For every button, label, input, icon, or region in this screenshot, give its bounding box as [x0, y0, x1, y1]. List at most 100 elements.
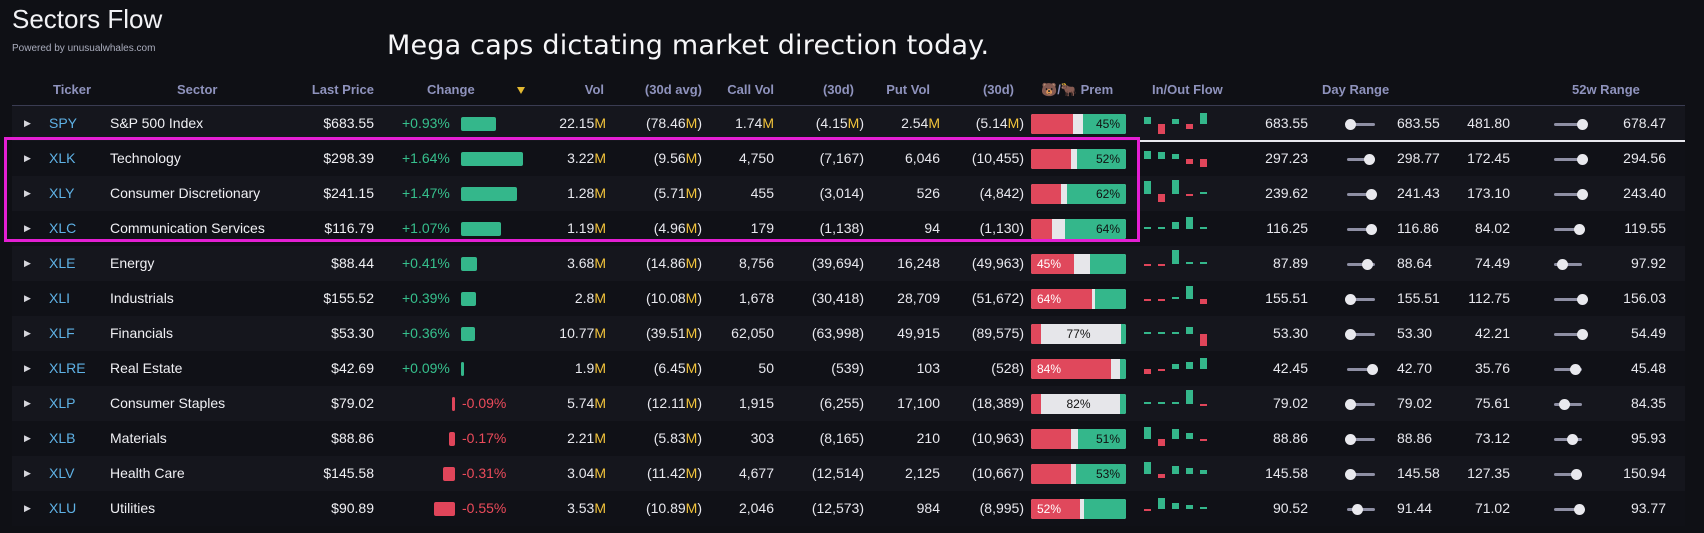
- expand-icon[interactable]: ▶: [24, 188, 31, 198]
- wk52-range-marker: [1574, 504, 1586, 515]
- expand-icon[interactable]: ▶: [24, 468, 31, 478]
- day-range-high: 88.86: [1397, 430, 1433, 446]
- expand-icon[interactable]: ▶: [24, 398, 31, 408]
- table-row[interactable]: ▶ SPY S&P 500 Index $683.55 +0.93% 22.15M (78.…: [12, 106, 1685, 141]
- header-call-vol[interactable]: Call Vol: [727, 82, 774, 97]
- table-row[interactable]: ▶ XLI Industrials $155.52 +0.39% 2.8M (10.08M)…: [12, 281, 1685, 316]
- wk52-range-high: 45.48: [1630, 360, 1666, 376]
- table-row[interactable]: ▶ XLV Health Care $145.58 -0.31% 3.04M (11.42M…: [12, 456, 1685, 491]
- header-last-price[interactable]: Last Price: [311, 82, 374, 97]
- put-30d-value: (18,389: [971, 395, 1020, 411]
- expand-icon[interactable]: ▶: [24, 223, 31, 233]
- ticker-link[interactable]: XLV: [49, 465, 75, 481]
- vol-avg: (4.96M): [612, 211, 702, 246]
- table-row[interactable]: ▶ XLF Financials $53.30 +0.36% 10.77M (39.51M)…: [12, 316, 1685, 351]
- header-put-30d[interactable]: (30d): [982, 82, 1014, 97]
- table-row[interactable]: ▶ XLY Consumer Discretionary $241.15 +1.47% 1…: [12, 176, 1685, 211]
- premium-bar: 64%: [1031, 219, 1126, 239]
- day-range-high: 241.43: [1397, 185, 1440, 201]
- ticker-link[interactable]: XLU: [49, 500, 77, 516]
- header-day-range[interactable]: Day Range: [1322, 82, 1390, 97]
- header-call-30d[interactable]: (30d): [822, 82, 854, 97]
- ticker-link[interactable]: XLC: [49, 220, 77, 236]
- expand-icon[interactable]: ▶: [24, 258, 31, 268]
- vol-value: 10.77: [559, 325, 595, 341]
- sort-desc-icon[interactable]: [517, 87, 525, 94]
- vol-avg-close: ): [697, 185, 702, 201]
- header-vol-avg[interactable]: (30d avg): [644, 82, 702, 97]
- header-change[interactable]: Change: [427, 82, 475, 97]
- put-30d-close: ): [1019, 185, 1024, 201]
- header-put-vol[interactable]: Put Vol: [886, 82, 930, 97]
- ticker-link[interactable]: XLY: [49, 185, 75, 201]
- ticker-link[interactable]: XLF: [49, 325, 75, 341]
- vol-avg: (5.83M): [612, 421, 702, 456]
- header-sector[interactable]: Sector: [177, 82, 218, 97]
- day-range-high: 116.86: [1397, 220, 1439, 236]
- header-vol[interactable]: Vol: [584, 82, 604, 97]
- put-vol: 2.54M: [872, 106, 940, 141]
- call-30d-value: (6,255: [819, 395, 860, 411]
- call-30d: (539): [772, 351, 864, 386]
- expand-icon[interactable]: ▶: [24, 153, 31, 163]
- vol-unit: M: [594, 255, 606, 271]
- flow-bar: [1200, 299, 1207, 304]
- day-range-marker: [1344, 294, 1356, 305]
- ticker-link[interactable]: XLP: [49, 395, 76, 411]
- table-row[interactable]: ▶ XLU Utilities $90.89 -0.55% 3.53M (10.89M) 2,…: [12, 491, 1685, 526]
- last-price: $88.86: [331, 430, 374, 446]
- sector-name: Health Care: [110, 465, 185, 481]
- ticker-link[interactable]: XLE: [49, 255, 76, 271]
- header-ticker[interactable]: Ticker: [53, 82, 92, 97]
- page-title: Sectors Flow: [12, 4, 163, 34]
- flow-bar: [1158, 474, 1165, 478]
- wk52-range-high: 95.93: [1630, 430, 1666, 446]
- table-row[interactable]: ▶ XLE Energy $88.44 +0.41% 3.68M (14.86M) 8,756…: [12, 246, 1685, 281]
- vol-avg-close: ): [697, 220, 702, 236]
- flow-bar: [1144, 150, 1151, 159]
- wk52-range-high: 84.35: [1630, 395, 1666, 411]
- table-row[interactable]: ▶ XLRE Real Estate $42.69 +0.09% 1.9M (6.45M) 5…: [12, 351, 1685, 386]
- bear-premium: [1031, 464, 1071, 484]
- flow-bar: [1144, 427, 1151, 439]
- header-52w-range[interactable]: 52w Range: [1572, 82, 1640, 97]
- vol-value: 3.04: [567, 465, 595, 481]
- ticker-link[interactable]: XLK: [49, 150, 76, 166]
- vol-avg-close: ): [697, 255, 702, 271]
- table-row[interactable]: ▶ XLB Materials $88.86 -0.17% 2.21M (5.83M) 303…: [12, 421, 1685, 456]
- ticker-link[interactable]: XLRE: [49, 360, 86, 376]
- wk52-range-slider: [1554, 368, 1582, 371]
- put-30d-close: ): [1019, 395, 1024, 411]
- table-row[interactable]: ▶ XLC Communication Services $116.79 +1.07% 1…: [12, 211, 1685, 246]
- header-flow[interactable]: In/Out Flow: [1152, 82, 1223, 97]
- change-value: -0.31%: [462, 465, 507, 481]
- expand-icon[interactable]: ▶: [24, 293, 31, 303]
- change-bar: [461, 292, 476, 306]
- expand-icon[interactable]: ▶: [24, 118, 31, 128]
- flow-bar: [1158, 194, 1165, 203]
- ticker-link[interactable]: XLB: [49, 430, 76, 446]
- expand-icon[interactable]: ▶: [24, 363, 31, 373]
- call-30d-close: ): [859, 290, 864, 306]
- ticker-link[interactable]: XLI: [49, 290, 71, 306]
- change-value: +0.93%: [402, 115, 450, 131]
- flow-bar: [1172, 249, 1179, 264]
- last-price: $88.44: [331, 255, 374, 271]
- bull-premium: [1094, 289, 1126, 309]
- table-row[interactable]: ▶ XLK Technology $298.39 +1.64% 3.22M (9.56M) 4…: [12, 141, 1685, 176]
- put-30d: (5.14M): [942, 106, 1024, 141]
- call-30d: (12,573): [772, 491, 864, 526]
- vol-avg-close: ): [697, 115, 702, 131]
- ticker-link[interactable]: SPY: [49, 115, 78, 131]
- flow-bar: [1200, 358, 1207, 369]
- wk52-range-low: 84.02: [1474, 220, 1510, 236]
- expand-icon[interactable]: ▶: [24, 503, 31, 513]
- day-range-slider: [1347, 228, 1375, 231]
- expand-icon[interactable]: ▶: [24, 433, 31, 443]
- expand-icon[interactable]: ▶: [24, 328, 31, 338]
- bull-premium: [1076, 149, 1126, 169]
- table-row[interactable]: ▶ XLP Consumer Staples $79.02 -0.09% 5.74M (12…: [12, 386, 1685, 421]
- header-prem[interactable]: 🐻/🐂 Prem: [1041, 82, 1113, 98]
- powered-by[interactable]: Powered by unusualwhales.com: [12, 43, 156, 54]
- vol-value: 1.19: [567, 220, 595, 236]
